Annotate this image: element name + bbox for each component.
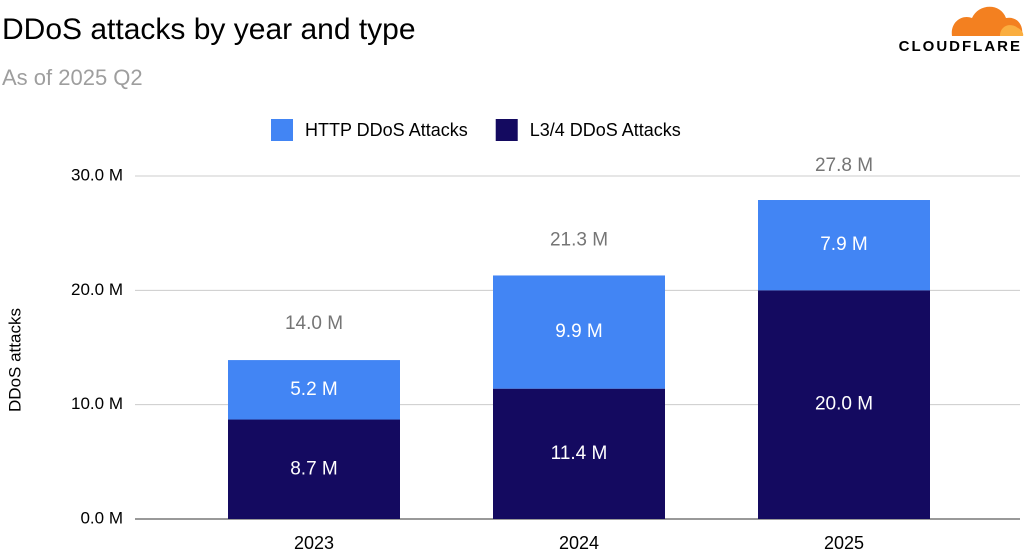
total-label: 27.8 M — [815, 155, 873, 176]
data-label: 20.0 M — [815, 394, 873, 415]
logo-text: CLOUDFLARE — [899, 38, 1022, 55]
y-tick-label: 20.0 M — [71, 280, 123, 299]
data-label: 8.7 M — [290, 458, 338, 479]
chart-subtitle: As of 2025 Q2 — [2, 65, 143, 90]
legend-swatch — [271, 119, 293, 141]
data-label: 11.4 M — [551, 443, 608, 464]
bar-segment — [493, 275, 665, 389]
data-label: 5.2 M — [290, 379, 338, 400]
logo: CLOUDFLARE — [899, 6, 1024, 55]
bar-segment — [493, 388, 665, 519]
legend-label: HTTP DDoS Attacks — [305, 120, 468, 140]
bar-segment — [758, 200, 930, 291]
legend-swatch — [495, 119, 518, 141]
y-tick-label: 30.0 M — [71, 165, 123, 184]
legend-label: L3/4 DDoS Attacks — [530, 120, 681, 140]
data-label: 9.9 M — [555, 321, 603, 342]
y-tick-label: 0.0 M — [80, 508, 123, 527]
chart-title: DDoS attacks by year and type — [2, 13, 416, 46]
bar-segment — [228, 419, 400, 519]
total-label: 14.0 M — [285, 313, 343, 334]
bar-segment — [228, 360, 400, 420]
bar-segment — [758, 290, 930, 519]
y-axis-label: DDoS attacks — [5, 308, 24, 412]
data-label: 7.9 M — [820, 234, 868, 255]
total-label: 21.3 M — [550, 229, 608, 250]
x-tick-label: 2025 — [824, 533, 864, 551]
x-tick-label: 2024 — [559, 533, 599, 551]
y-tick-label: 10.0 M — [71, 394, 123, 413]
x-tick-label: 2023 — [294, 533, 334, 551]
logo-cloud-light — [1000, 25, 1024, 36]
